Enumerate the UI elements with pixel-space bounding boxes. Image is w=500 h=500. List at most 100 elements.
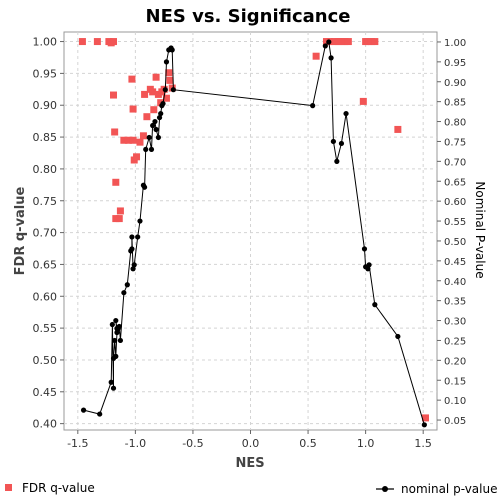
- nominal-p-value-point: [365, 266, 371, 272]
- nominal-p-value-point: [110, 385, 117, 391]
- series: [78, 38, 429, 428]
- nominal-p-value-point: [112, 337, 118, 344]
- legend: FDR q-value nominal p-value: [5, 481, 497, 496]
- fdr-q-value-point: [129, 105, 137, 113]
- x-tick-label: 0.5: [299, 437, 317, 450]
- nominal-p-value-point: [130, 266, 136, 272]
- nominal-p-value-point: [334, 158, 340, 164]
- y-left-tick-label: 0.70: [33, 227, 58, 240]
- fdr-q-value-point: [111, 128, 119, 136]
- nominal-p-value-point: [131, 262, 137, 268]
- legend-nominal-label: nominal p-value: [401, 482, 497, 496]
- nominal-p-value-point: [156, 114, 163, 121]
- y-left-axis-label: FDR q-value: [13, 186, 28, 275]
- fdr-q-value-point: [141, 90, 149, 98]
- x-tick-label: -1.0: [125, 437, 146, 450]
- y-left-tick-label: 0.65: [33, 258, 58, 271]
- chart-title: NES vs. Significance: [146, 6, 351, 27]
- nominal-p-value-point: [80, 407, 87, 413]
- nominal-p-value-point: [158, 110, 164, 117]
- x-tick-label: 1.0: [357, 437, 375, 450]
- nominal-p-value-point: [137, 218, 143, 224]
- nominal-p-value-point: [113, 317, 119, 324]
- y-left-tick-label: 0.50: [33, 354, 58, 367]
- fdr-q-value-point: [110, 38, 118, 46]
- nominal-p-value-point: [113, 353, 119, 359]
- nominal-p-value-point: [322, 43, 328, 49]
- nominal-p-value-point: [116, 323, 122, 330]
- nominal-p-value-point: [114, 329, 120, 336]
- nominal-p-value-point: [109, 321, 115, 328]
- y-right-tick-label: 0.80: [444, 118, 466, 129]
- nominal-p-value-point: [121, 290, 127, 296]
- y-right-tick-label: 0.30: [444, 317, 466, 328]
- nominal-p-value-point: [343, 110, 349, 117]
- x-axis-ticks: -1.5 -1.0 -0.5 0.0 0.5 1.0 1.5: [67, 430, 432, 450]
- fdr-q-value-point: [166, 76, 174, 84]
- y-right-tick-label: 1.00: [444, 38, 466, 49]
- fdr-q-value-point: [120, 136, 128, 144]
- fdr-q-value-point: [143, 113, 151, 121]
- nominal-p-value-point: [143, 146, 149, 153]
- y-right-tick-label: 0.15: [444, 376, 466, 387]
- nominal-p-value-point: [330, 138, 336, 145]
- nominal-p-value-point: [395, 333, 401, 340]
- nominal-p-value-point: [148, 146, 155, 153]
- nominal-p-value-point: [328, 55, 334, 61]
- fdr-q-value-point: [128, 75, 136, 83]
- nominal-p-value-point: [338, 140, 345, 147]
- nominal-p-value-point: [361, 246, 368, 252]
- x-tick-label: -1.5: [67, 437, 88, 450]
- x-tick-label: 0.0: [242, 437, 260, 450]
- nominal-p-value-point: [124, 282, 130, 288]
- fdr-q-value-point: [129, 136, 137, 144]
- y-left-tick-label: 0.85: [33, 131, 58, 144]
- fdr-q-value-point: [116, 207, 124, 215]
- nominal-p-value-point: [170, 87, 176, 93]
- nominal-p-value-point: [146, 134, 152, 141]
- nominal-p-value-point: [160, 101, 166, 107]
- y-right-tick-label: 0.85: [444, 98, 466, 109]
- nominal-p-value-point: [421, 422, 427, 428]
- fdr-q-value-point: [421, 414, 429, 422]
- x-tick-label: 1.5: [414, 437, 432, 450]
- nominal-p-value-point: [153, 126, 159, 133]
- y-right-tick-label: 0.75: [444, 137, 466, 148]
- y-right-tick-label: 0.95: [444, 58, 466, 69]
- fdr-q-value-point: [149, 88, 157, 96]
- y-left-tick-label: 0.95: [33, 67, 58, 80]
- nominal-p-value-point: [152, 118, 158, 125]
- nominal-p-value-point: [310, 103, 316, 109]
- y-right-tick-label: 0.55: [444, 217, 466, 228]
- fdr-q-value-point: [394, 125, 402, 133]
- nominal-p-value-point: [169, 47, 175, 53]
- nominal-p-value-point: [141, 184, 148, 190]
- nominal-p-value-point: [117, 337, 124, 344]
- x-tick-label: -0.5: [182, 437, 203, 450]
- y-right-axis-ticks: 0.05 0.10 0.15 0.20 0.25 0.30 0.35 0.40 0.45 0.50…: [437, 38, 466, 427]
- nominal-p-value-point: [162, 87, 168, 93]
- nominal-p-value-point: [372, 302, 378, 308]
- fdr-q-value-point: [139, 132, 147, 140]
- nominal-p-value-point: [129, 246, 135, 252]
- fdr-q-value-point: [78, 38, 86, 46]
- fdr-q-value-point: [165, 69, 173, 77]
- y-left-tick-label: 1.00: [33, 36, 58, 49]
- y-left-tick-label: 0.90: [33, 99, 58, 112]
- y-right-tick-label: 0.60: [444, 197, 466, 208]
- y-right-tick-label: 0.65: [444, 177, 466, 188]
- y-left-tick-label: 0.60: [33, 290, 58, 303]
- fdr-q-value-point: [112, 178, 120, 186]
- fdr-q-value-point: [152, 73, 160, 81]
- fdr-q-value-point: [110, 91, 118, 99]
- y-right-tick-label: 0.20: [444, 356, 466, 367]
- y-left-tick-label: 0.55: [33, 322, 58, 335]
- fdr-q-value-point: [136, 138, 144, 146]
- y-right-tick-label: 0.25: [444, 336, 466, 347]
- fdr-q-value-point: [124, 136, 132, 144]
- y-right-tick-label: 0.35: [444, 297, 466, 308]
- x-axis-label: NES: [235, 456, 264, 471]
- nominal-p-value-point: [150, 122, 156, 129]
- fdr-q-value-point: [344, 38, 352, 46]
- y-right-tick-label: 0.70: [444, 157, 466, 168]
